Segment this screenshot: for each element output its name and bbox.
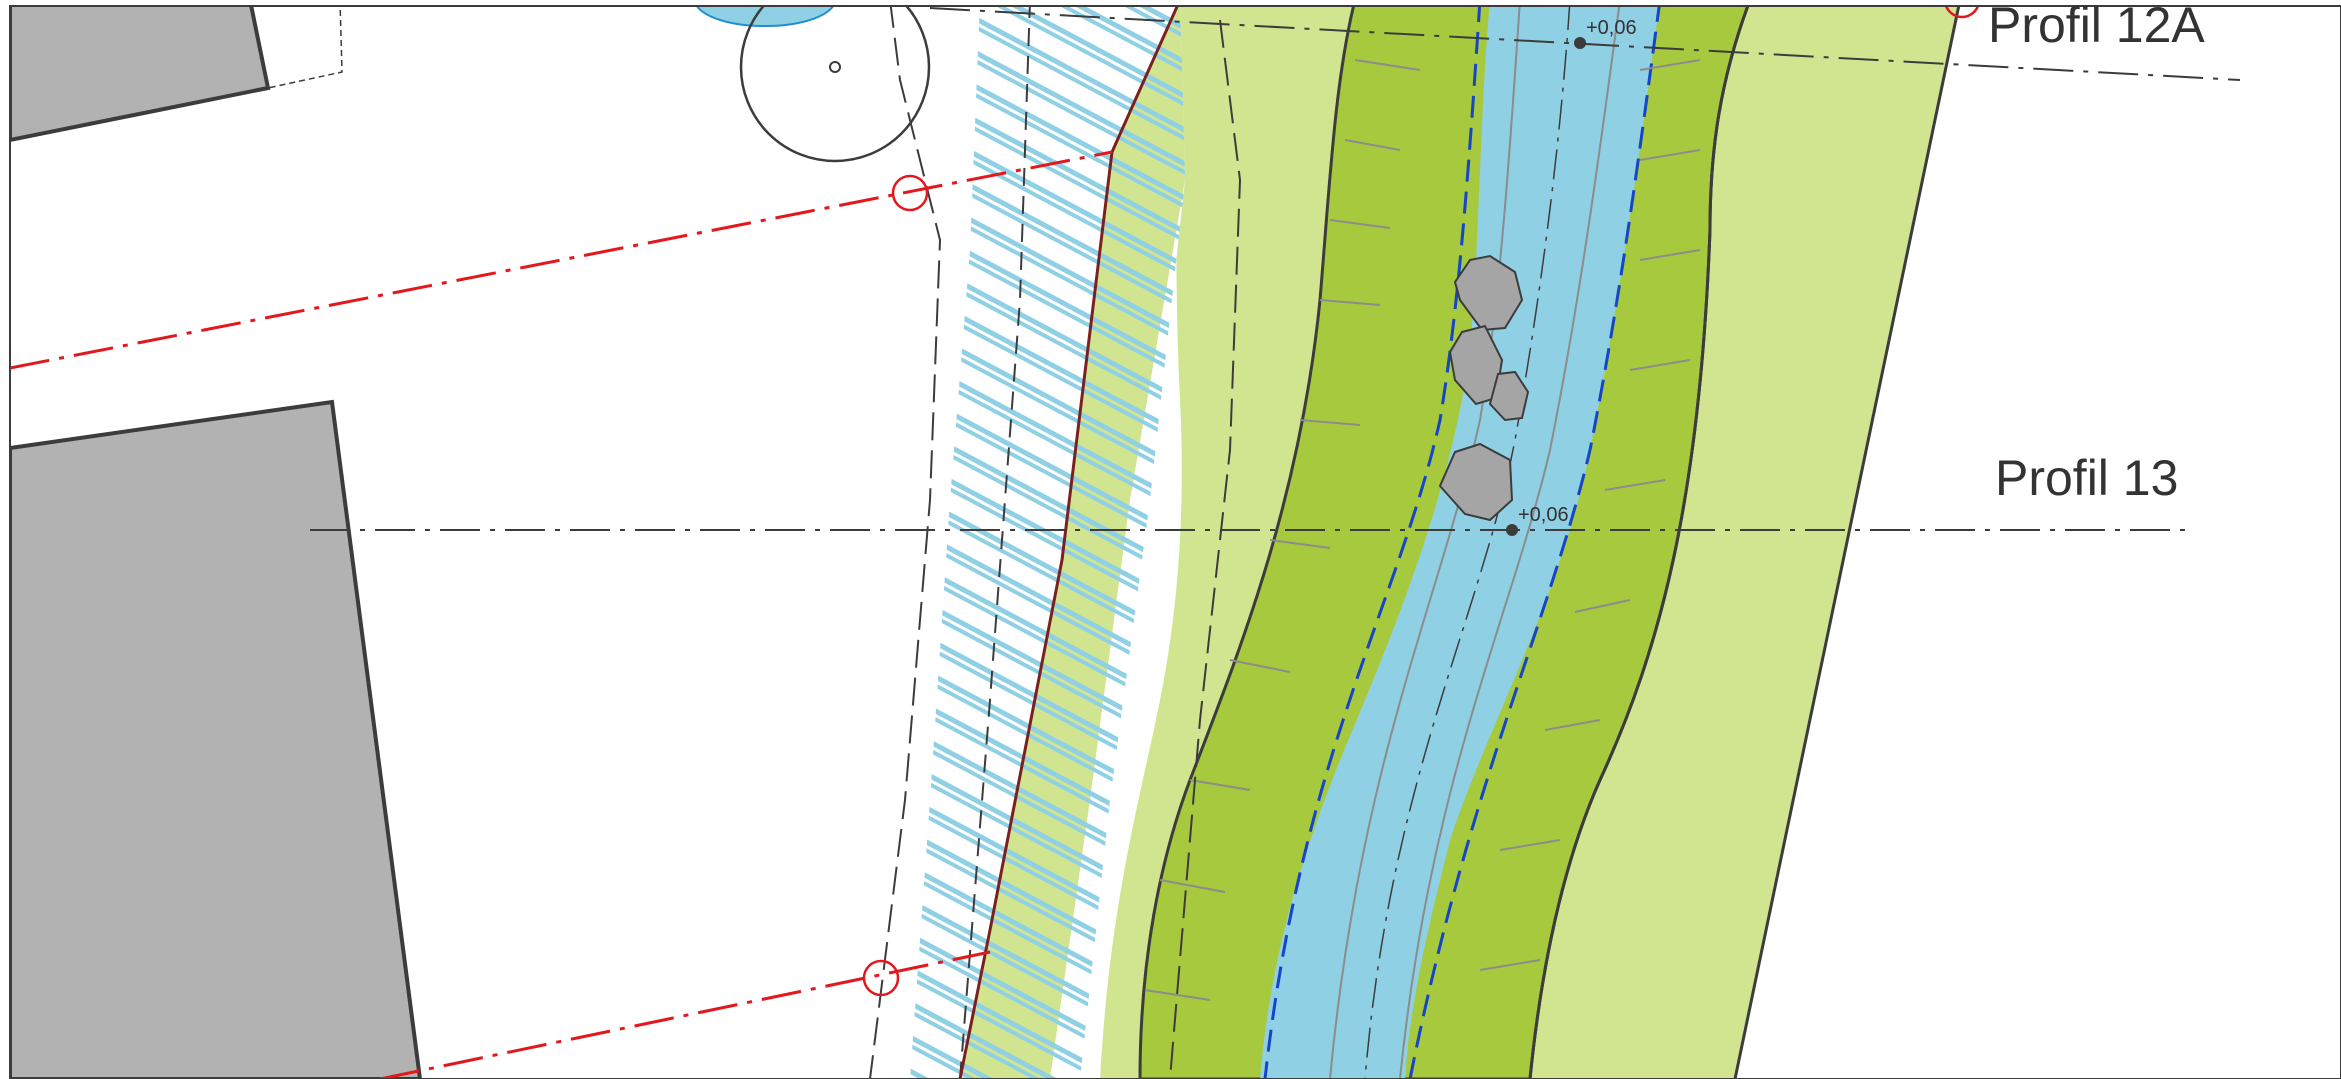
hatched-embankment-green [962, 6, 1185, 1079]
red-marker-upper [891, 174, 929, 212]
dashed-inner-line [959, 6, 1031, 1079]
water-edge-right [1408, 6, 1661, 1079]
profile-13-label: Profil 13 [1995, 450, 2178, 506]
outer-grass-edge-left [1528, 6, 1750, 1079]
elevation-point-upper [1574, 37, 1586, 49]
drawing-frame [9, 5, 2341, 1079]
tree-canopy-blue [695, 6, 835, 27]
red-profile-line-lower [379, 950, 991, 1079]
building-bottom-left [10, 399, 423, 1079]
water-channel [1260, 6, 1660, 1079]
boulders [1438, 254, 1530, 522]
red-marker-top-right [1944, 6, 1980, 19]
dashed-boundary-left [869, 6, 942, 1079]
dashed-boundary-right [1169, 19, 1242, 1079]
outer-grass-edge [1733, 6, 1961, 1079]
elevation-label-upper: +0,06 [1586, 17, 1637, 39]
elevation-label-lower: +0,06 [1518, 504, 1569, 526]
red-profile-line-upper [10, 150, 1113, 370]
bank-hachures [1144, 59, 1701, 1001]
tree-circle [739, 6, 931, 163]
tree-trunk-point [829, 61, 841, 73]
profile-12a-label: Profil 12A [1988, 0, 2205, 53]
elevation-point-lower [1506, 524, 1518, 536]
building-top-left [10, 6, 271, 143]
embankment-boundary [958, 6, 1179, 1079]
red-marker-lower [862, 959, 900, 997]
water-edge-left [1263, 6, 1482, 1079]
water-contour-2 [1399, 6, 1621, 1079]
